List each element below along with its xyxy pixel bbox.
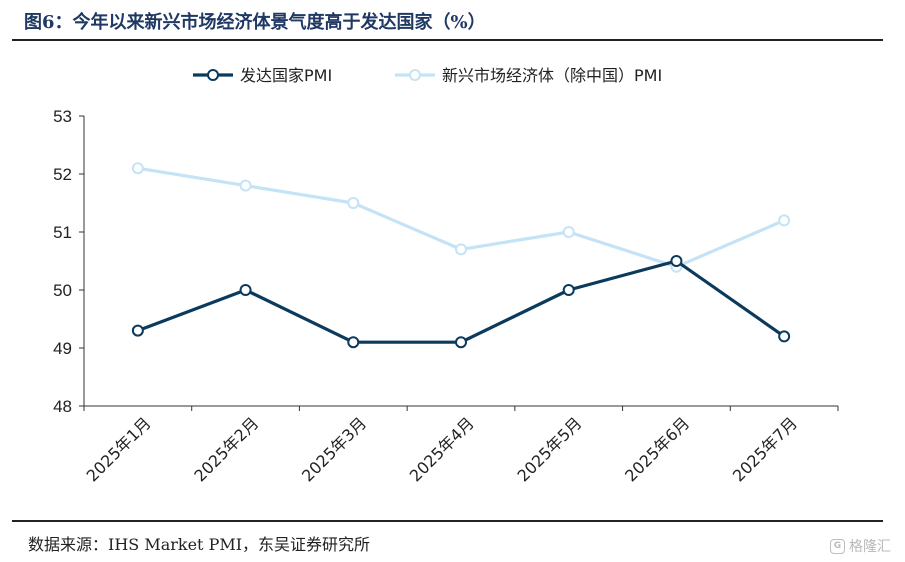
source-note: 数据来源：IHS Market PMI，东吴证券研究所 <box>28 535 371 554</box>
legend-label: 新兴市场经济体（除中国）PMI <box>442 66 662 85</box>
data-point <box>778 214 791 227</box>
y-tick-label: 52 <box>53 165 72 184</box>
data-point <box>455 336 467 349</box>
x-tick-label: 2025年4月 <box>406 413 478 485</box>
bottom-rule <box>12 520 883 522</box>
y-tick-label: 49 <box>53 339 72 358</box>
watermark-logo-icon: G <box>830 538 845 554</box>
x-tick-label: 2025年5月 <box>513 413 585 485</box>
data-point <box>239 284 252 296</box>
data-point <box>562 284 575 296</box>
y-tick-label: 51 <box>53 223 72 242</box>
series-0 <box>131 255 791 349</box>
y-tick-label: 50 <box>53 281 72 300</box>
data-point <box>670 255 683 267</box>
watermark-text: 格隆汇 <box>849 539 891 555</box>
x-tick-label: 2025年7月 <box>729 413 801 485</box>
data-point <box>455 243 467 256</box>
chart-axes: 48 49 50 51 52 53 2025年1月 2025年2月 2025年3月 2025年4月… <box>53 107 839 485</box>
data-point <box>562 226 575 238</box>
data-point <box>131 324 144 337</box>
x-tick-label: 2025年3月 <box>298 413 370 485</box>
legend-label: 发达国家PMI <box>240 66 332 85</box>
data-point <box>131 162 144 175</box>
legend-marker <box>207 69 219 81</box>
x-tick-label: 2025年6月 <box>621 413 693 485</box>
data-point <box>778 330 791 343</box>
data-point <box>239 179 252 192</box>
chart-legend: 发达国家PMI 新兴市场经济体（除中国）PMI <box>193 66 662 85</box>
data-point <box>347 197 360 209</box>
series-1 <box>131 162 791 273</box>
y-tick-label: 53 <box>53 107 72 126</box>
legend-marker <box>409 69 421 81</box>
top-rule <box>12 39 883 41</box>
chart-series <box>131 162 791 349</box>
series-line <box>137 259 786 344</box>
figure-title: 图6：今年以来新兴市场经济体景气度高于发达国家（%） <box>24 12 486 33</box>
data-point <box>347 336 360 349</box>
legend-item: 新兴市场经济体（除中国）PMI <box>395 66 662 85</box>
x-tick-label: 2025年1月 <box>83 413 155 485</box>
watermark: G 格隆汇 <box>830 536 891 556</box>
x-tick-label: 2025年2月 <box>190 413 262 485</box>
y-tick-label: 48 <box>53 397 72 416</box>
legend-item: 发达国家PMI <box>193 66 332 85</box>
